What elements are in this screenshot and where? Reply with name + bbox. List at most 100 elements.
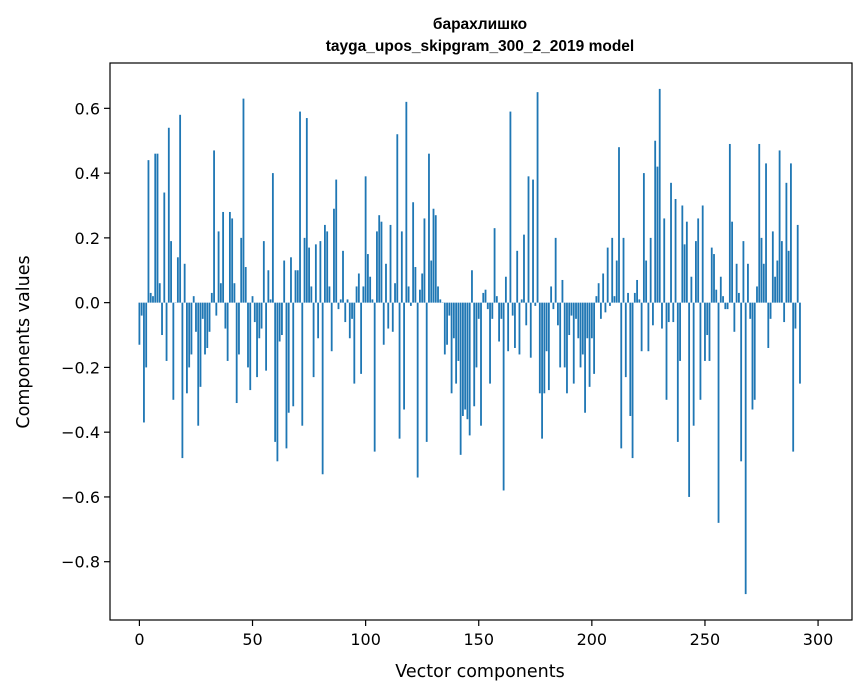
bar	[695, 241, 697, 303]
bar	[559, 302, 562, 368]
bar	[654, 140, 657, 303]
bar	[719, 276, 722, 303]
bar	[434, 215, 437, 303]
bar	[210, 292, 213, 303]
bar	[667, 302, 670, 323]
x-axis-label: Vector components	[395, 662, 564, 682]
bar	[502, 302, 505, 491]
bar	[638, 299, 641, 303]
bar	[520, 299, 523, 303]
bar	[328, 286, 331, 303]
bar	[733, 302, 736, 332]
bar	[674, 199, 677, 303]
bar	[577, 302, 580, 339]
bar	[615, 260, 618, 303]
y-tick-label: 0.4	[75, 164, 100, 183]
bar	[744, 302, 747, 595]
bar	[704, 302, 706, 361]
bar	[794, 302, 797, 329]
bar	[636, 279, 638, 303]
bar	[138, 302, 141, 345]
bar	[525, 302, 528, 326]
bar	[226, 302, 229, 361]
bar	[432, 208, 435, 303]
bar	[262, 241, 265, 303]
bar	[391, 302, 394, 332]
bars-group	[138, 88, 801, 595]
bar	[796, 224, 799, 303]
bar	[681, 205, 684, 303]
bar	[518, 302, 521, 355]
bar	[425, 302, 428, 442]
bar	[563, 302, 566, 368]
bar	[271, 173, 274, 303]
bar	[679, 302, 681, 361]
bar	[758, 143, 761, 303]
bar	[538, 302, 541, 394]
bar	[140, 302, 143, 316]
bar	[606, 247, 609, 303]
bar	[414, 267, 417, 303]
bar	[658, 88, 661, 303]
bar	[378, 215, 381, 303]
bar	[380, 221, 383, 303]
x-tick-label: 0	[134, 630, 144, 649]
bar	[310, 286, 313, 303]
bar	[274, 302, 277, 442]
bar	[337, 302, 340, 310]
bar	[629, 302, 632, 416]
bar	[147, 160, 150, 303]
bar	[688, 302, 691, 497]
bar	[228, 211, 231, 303]
bar	[690, 276, 693, 303]
bar	[776, 260, 779, 303]
bar	[552, 302, 555, 310]
bar	[471, 270, 473, 303]
bar	[244, 267, 247, 303]
bar	[355, 286, 358, 303]
y-axis-label: Components values	[14, 255, 34, 428]
bar	[423, 218, 426, 303]
bar	[726, 302, 729, 310]
bar	[303, 237, 306, 303]
y-tick-label: −0.4	[61, 423, 100, 442]
bar	[722, 296, 724, 303]
bar	[314, 244, 317, 303]
bar	[366, 254, 369, 303]
bar	[217, 231, 220, 303]
chart-title: барахлишко	[433, 16, 527, 33]
bar	[618, 147, 620, 303]
bar	[504, 276, 507, 303]
bar	[285, 302, 288, 449]
bar	[387, 302, 390, 329]
bar	[570, 302, 573, 316]
bar	[376, 231, 378, 303]
bar	[192, 296, 195, 303]
bar	[204, 302, 206, 355]
bar	[344, 302, 347, 323]
bar	[219, 283, 222, 303]
bar	[235, 302, 238, 404]
bar	[296, 270, 299, 303]
bar	[222, 211, 225, 303]
bar	[697, 218, 700, 303]
bar	[382, 302, 385, 345]
bar	[579, 302, 582, 368]
bar	[412, 202, 415, 303]
bar	[780, 241, 783, 303]
bar	[527, 176, 530, 303]
bar	[183, 263, 186, 303]
bar	[785, 182, 788, 303]
bar	[509, 111, 512, 303]
y-axis-ticks: −0.8 −0.6 −0.4 −0.2 0.0 0.2 0.4 0.6	[61, 99, 110, 572]
bar	[346, 299, 349, 303]
bar	[330, 302, 333, 352]
bar	[385, 263, 387, 303]
bar	[724, 302, 727, 310]
bar	[692, 302, 695, 426]
bar	[154, 153, 157, 303]
bar	[409, 302, 412, 306]
bar	[568, 302, 571, 336]
bar	[421, 273, 424, 303]
